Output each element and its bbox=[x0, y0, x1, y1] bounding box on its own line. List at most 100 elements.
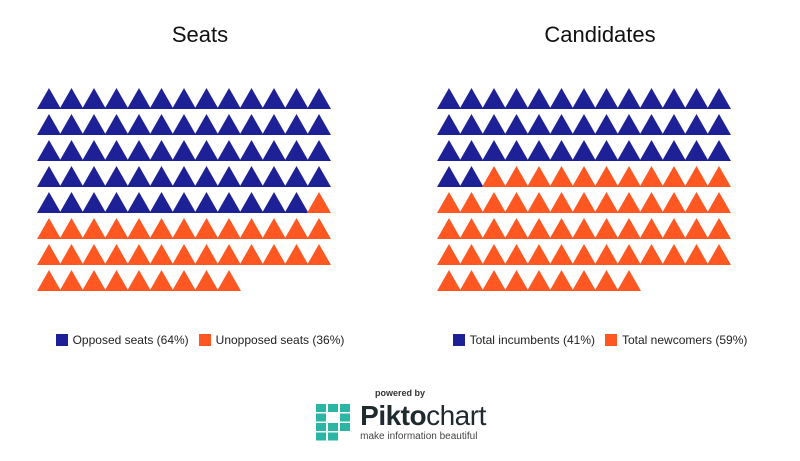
legend-label: Unopposed seats (36%) bbox=[215, 333, 345, 347]
waffle-icon bbox=[594, 88, 619, 109]
waffle-icon bbox=[684, 140, 709, 161]
waffle-icon bbox=[127, 166, 151, 187]
piktochart-logo-icon bbox=[316, 404, 351, 441]
waffle-icon bbox=[594, 244, 619, 265]
legend-swatch bbox=[55, 334, 68, 346]
waffle-icon bbox=[684, 218, 709, 239]
waffle-icon bbox=[307, 244, 331, 265]
brand-name-regular: chart bbox=[426, 400, 486, 431]
waffle-icon bbox=[172, 192, 196, 213]
waffle-icon bbox=[262, 88, 286, 109]
waffle-icon bbox=[262, 166, 286, 187]
waffle-icon bbox=[172, 88, 196, 109]
waffle-icon bbox=[639, 192, 664, 213]
waffle-icon bbox=[572, 166, 596, 187]
waffle-icon bbox=[307, 166, 331, 187]
waffle-icon bbox=[684, 88, 709, 109]
waffle-icon bbox=[572, 88, 596, 109]
waffle-icon bbox=[217, 244, 241, 265]
waffle-icon bbox=[194, 270, 219, 291]
waffle-icon bbox=[82, 244, 106, 265]
waffle-icon bbox=[662, 114, 686, 135]
waffle-icon bbox=[437, 192, 461, 213]
waffle-icon bbox=[707, 114, 731, 135]
waffle-icon bbox=[307, 114, 331, 135]
waffle-icon bbox=[82, 140, 106, 161]
seats-panel: Seats Opposed seats (64%) Unopposed seat… bbox=[0, 0, 400, 360]
candidates-icon-grid bbox=[437, 88, 731, 291]
waffle-icon bbox=[149, 218, 174, 239]
waffle-icon bbox=[194, 166, 219, 187]
waffle-icon bbox=[549, 244, 574, 265]
waffle-icon bbox=[82, 218, 106, 239]
waffle-icon bbox=[437, 218, 461, 239]
waffle-icon bbox=[527, 192, 551, 213]
waffle-icon bbox=[104, 192, 129, 213]
legend-swatch bbox=[198, 334, 211, 346]
waffle-icon bbox=[549, 270, 574, 291]
waffle-icon bbox=[59, 192, 84, 213]
waffle-icon bbox=[437, 166, 461, 187]
waffle-icon bbox=[59, 88, 84, 109]
waffle-icon bbox=[617, 218, 641, 239]
waffle-icon bbox=[127, 88, 151, 109]
waffle-icon bbox=[662, 88, 686, 109]
waffle-icon bbox=[37, 192, 61, 213]
waffle-icon bbox=[617, 114, 641, 135]
waffle-icon bbox=[482, 218, 506, 239]
waffle-icon bbox=[482, 114, 506, 135]
waffle-icon bbox=[217, 270, 241, 291]
waffle-icon bbox=[37, 166, 61, 187]
legend-swatch bbox=[605, 334, 617, 346]
waffle-icon bbox=[82, 166, 106, 187]
waffle-icon bbox=[59, 140, 84, 161]
waffle-icon bbox=[684, 192, 709, 213]
waffle-icon bbox=[262, 244, 286, 265]
brand-name: Piktochart bbox=[360, 402, 486, 430]
waffle-icon bbox=[459, 192, 484, 213]
legend-swatch bbox=[452, 334, 465, 346]
waffle-icon bbox=[662, 218, 686, 239]
waffle-icon bbox=[239, 140, 264, 161]
waffle-icon bbox=[504, 244, 529, 265]
waffle-icon bbox=[104, 166, 129, 187]
waffle-icon bbox=[527, 166, 551, 187]
waffle-icon bbox=[459, 166, 484, 187]
waffle-icon bbox=[284, 88, 309, 109]
waffle-icon bbox=[684, 244, 709, 265]
legend-label: Total incumbents (41%) bbox=[469, 333, 595, 347]
waffle-icon bbox=[172, 140, 196, 161]
waffle-icon bbox=[437, 140, 461, 161]
waffle-icon bbox=[59, 270, 84, 291]
waffle-icon bbox=[459, 88, 484, 109]
waffle-icon bbox=[104, 218, 129, 239]
waffle-icon bbox=[617, 270, 641, 291]
waffle-icon bbox=[172, 114, 196, 135]
waffle-icon bbox=[194, 140, 219, 161]
waffle-icon bbox=[37, 140, 61, 161]
waffle-icon bbox=[594, 140, 619, 161]
waffle-icon bbox=[549, 218, 574, 239]
waffle-icon bbox=[149, 140, 174, 161]
waffle-icon bbox=[307, 218, 331, 239]
legend-item-opposed: Opposed seats (64%) bbox=[55, 333, 189, 347]
waffle-icon bbox=[59, 166, 84, 187]
waffle-icon bbox=[104, 114, 129, 135]
waffle-icon bbox=[239, 114, 264, 135]
waffle-icon bbox=[59, 218, 84, 239]
chart-title: Seats bbox=[171, 22, 229, 47]
waffle-icon bbox=[662, 166, 686, 187]
waffle-icon bbox=[572, 244, 596, 265]
waffle-icon bbox=[662, 244, 686, 265]
waffle-icon bbox=[37, 114, 61, 135]
waffle-icon bbox=[504, 270, 529, 291]
waffle-icon bbox=[527, 140, 551, 161]
waffle-icon bbox=[307, 88, 331, 109]
waffle-icon bbox=[437, 114, 461, 135]
brand-row[interactable]: Piktochart make information beautiful bbox=[0, 402, 800, 442]
waffle-icon bbox=[284, 166, 309, 187]
waffle-icon bbox=[59, 114, 84, 135]
waffle-icon bbox=[707, 140, 731, 161]
waffle-icon bbox=[284, 244, 309, 265]
waffle-icon bbox=[82, 192, 106, 213]
